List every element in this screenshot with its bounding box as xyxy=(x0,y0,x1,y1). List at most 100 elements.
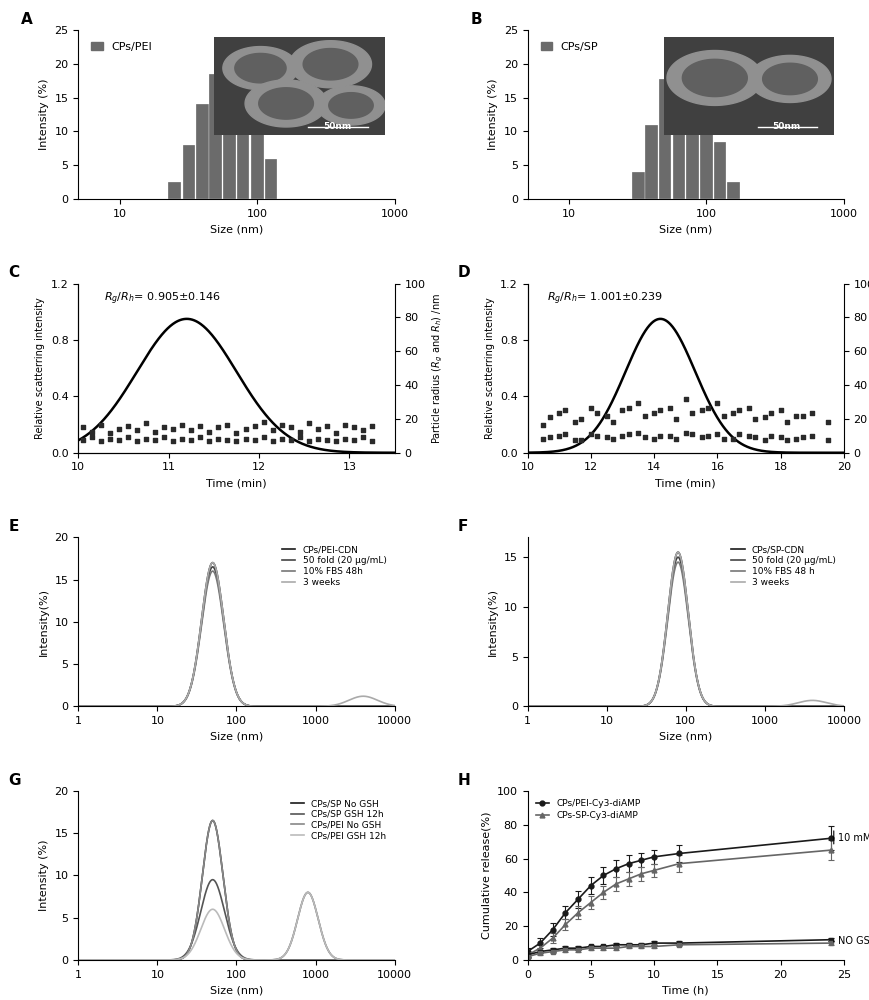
Point xyxy=(220,432,234,448)
Point xyxy=(693,402,707,418)
Point xyxy=(779,432,793,448)
Text: A: A xyxy=(22,12,33,27)
Point xyxy=(310,421,324,437)
X-axis label: Time (min): Time (min) xyxy=(206,478,267,488)
Point xyxy=(184,432,198,448)
Point xyxy=(121,418,135,434)
Point xyxy=(139,415,153,431)
Point xyxy=(589,428,603,444)
Point xyxy=(248,418,262,434)
Bar xyxy=(209,74,222,199)
X-axis label: Size (nm): Size (nm) xyxy=(209,732,262,742)
X-axis label: Time (min): Time (min) xyxy=(654,478,715,488)
Point xyxy=(788,431,802,447)
Point xyxy=(606,414,620,430)
Point xyxy=(320,432,334,448)
Point xyxy=(76,419,90,435)
Point xyxy=(256,429,270,445)
Legend: CPs/SP No GSH, CPs/SP GSH 12h, CPs/PEI No GSH, CPs/PEI GSH 12h: CPs/SP No GSH, CPs/SP GSH 12h, CPs/PEI N… xyxy=(287,795,389,844)
Point xyxy=(726,405,740,421)
Point xyxy=(637,429,651,445)
Point xyxy=(583,426,597,442)
Point xyxy=(193,429,207,445)
Point xyxy=(248,432,262,448)
Point xyxy=(574,432,587,448)
Point xyxy=(763,428,777,444)
Bar xyxy=(700,98,712,199)
Legend: CPs/PEI-Cy3-diAMP, CPs-SP-Cy3-diAMP: CPs/PEI-Cy3-diAMP, CPs-SP-Cy3-diAMP xyxy=(532,795,644,823)
Y-axis label: Relative scatterring intensity: Relative scatterring intensity xyxy=(484,297,494,439)
Point xyxy=(542,429,556,445)
Point xyxy=(747,411,761,427)
Point xyxy=(820,414,834,430)
Point xyxy=(567,432,581,448)
Point xyxy=(202,424,216,440)
Y-axis label: Intensity(%): Intensity(%) xyxy=(39,588,49,656)
Y-axis label: Relative scatterring intensity: Relative scatterring intensity xyxy=(36,297,45,439)
Point xyxy=(238,431,252,447)
Point xyxy=(103,425,116,441)
Point xyxy=(166,433,180,449)
Legend: CPs/PEI-CDN, 50 fold (20 μg/mL), 10% FBS 48h, 3 weeks: CPs/PEI-CDN, 50 fold (20 μg/mL), 10% FBS… xyxy=(278,542,389,590)
Point xyxy=(558,426,572,442)
Point xyxy=(599,408,613,424)
Point xyxy=(355,422,369,438)
Point xyxy=(148,432,162,448)
Point xyxy=(337,431,351,447)
Point xyxy=(211,419,225,435)
Point xyxy=(220,417,234,433)
Point xyxy=(678,425,692,441)
Point xyxy=(265,433,279,449)
Point xyxy=(653,428,667,444)
Point xyxy=(773,429,786,445)
Point xyxy=(773,402,786,418)
Point xyxy=(700,428,714,444)
Point xyxy=(202,433,216,449)
Point xyxy=(175,431,189,447)
Point xyxy=(320,418,334,434)
Point xyxy=(747,429,761,445)
Point xyxy=(112,432,126,448)
Point xyxy=(130,433,144,449)
Bar xyxy=(645,125,657,199)
Point xyxy=(700,400,714,416)
Bar xyxy=(250,118,263,199)
Point xyxy=(621,400,635,416)
Point xyxy=(256,414,270,430)
Point xyxy=(139,431,153,447)
Point xyxy=(130,422,144,438)
Point xyxy=(347,432,361,448)
Text: $R_g$/$R_h$= 1.001±0.239: $R_g$/$R_h$= 1.001±0.239 xyxy=(546,290,662,307)
Point xyxy=(328,433,342,449)
Point xyxy=(631,425,645,441)
Bar xyxy=(196,104,209,199)
Y-axis label: Intensity (%): Intensity (%) xyxy=(488,79,498,150)
Legend: CPs/SP: CPs/SP xyxy=(535,37,602,56)
Point xyxy=(678,391,692,407)
Point xyxy=(741,428,755,444)
Point xyxy=(148,424,162,440)
Text: C: C xyxy=(9,265,20,280)
Point xyxy=(112,421,126,437)
Y-axis label: Intensity (%): Intensity (%) xyxy=(39,840,49,911)
Point xyxy=(637,408,651,424)
Point xyxy=(229,433,243,449)
Point xyxy=(631,395,645,411)
Point xyxy=(121,429,135,445)
Bar xyxy=(658,79,671,199)
Point xyxy=(647,431,660,447)
Text: NO GSH: NO GSH xyxy=(837,936,869,946)
Bar xyxy=(223,67,235,199)
Bar xyxy=(182,145,196,199)
Point xyxy=(552,428,566,444)
Point xyxy=(365,433,379,449)
Text: 10 mM GSH: 10 mM GSH xyxy=(837,833,869,843)
Y-axis label: Cumulative release(%): Cumulative release(%) xyxy=(481,812,491,939)
Point xyxy=(293,429,307,445)
Point xyxy=(157,429,171,445)
Point xyxy=(795,408,809,424)
Point xyxy=(85,429,99,445)
Point xyxy=(662,400,676,416)
Point xyxy=(599,429,613,445)
Point xyxy=(716,431,730,447)
